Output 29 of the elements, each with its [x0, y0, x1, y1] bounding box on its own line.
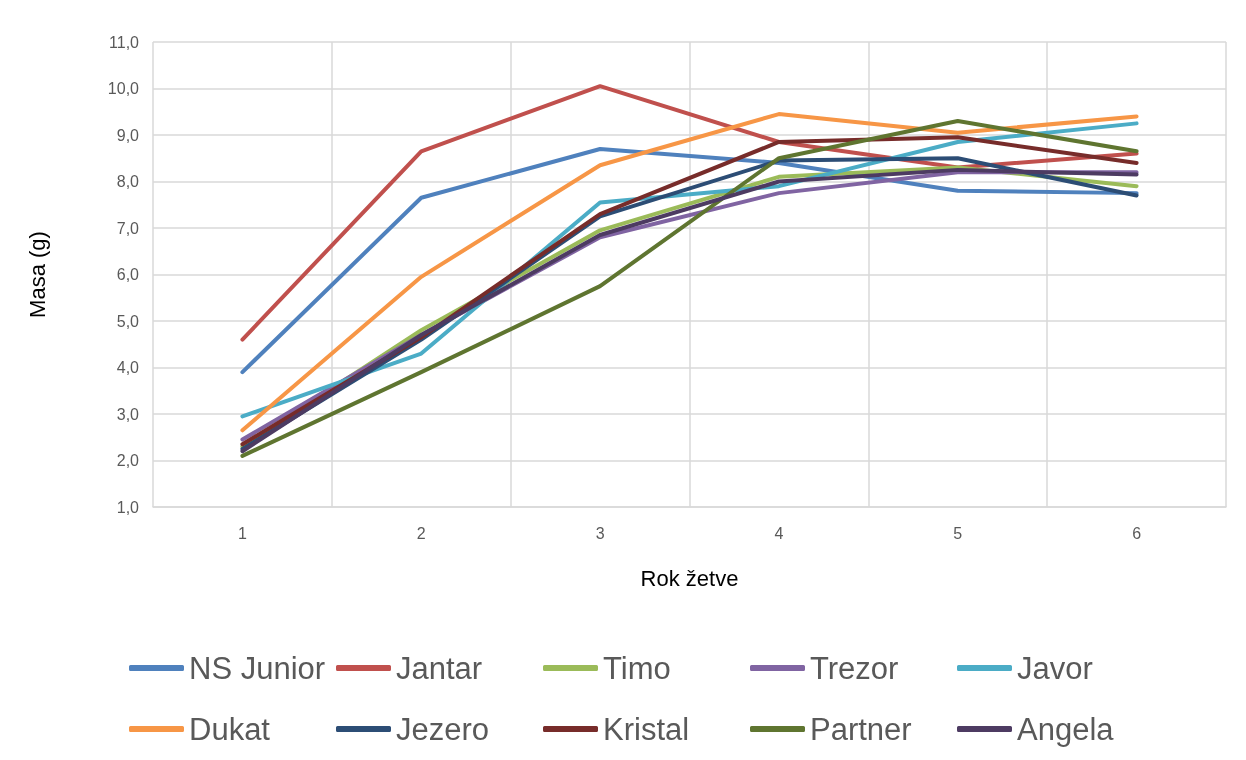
- x-tick-label: 3: [595, 524, 605, 542]
- x-tick-label: 6: [1132, 524, 1142, 542]
- y-tick-label: 10,0: [107, 80, 140, 97]
- y-tick-label: 9,0: [116, 126, 140, 144]
- x-tick-label: 1: [237, 524, 247, 542]
- y-tick-label: 7,0: [116, 219, 140, 237]
- legend-label: NS Junior: [189, 650, 326, 686]
- legend-label: Jezero: [396, 711, 490, 747]
- x-tick-label: 5: [953, 524, 963, 542]
- legend-label: Javor: [1017, 650, 1093, 686]
- x-tick-label: 4: [774, 524, 784, 542]
- y-tick-label: 3,0: [116, 405, 140, 423]
- legend-label: Partner: [810, 711, 912, 747]
- y-tick-label: 8,0: [116, 173, 140, 190]
- legend-label: Kristal: [603, 711, 690, 747]
- y-tick-label: 5,0: [116, 312, 140, 330]
- x-tick-label: 2: [416, 524, 426, 542]
- y-tick-label: 2,0: [116, 452, 140, 469]
- y-tick-label: 6,0: [116, 266, 140, 283]
- x-axis-title: Rok žetve: [640, 565, 739, 591]
- y-tick-label: 1,0: [116, 498, 140, 516]
- legend-label: Jantar: [396, 650, 483, 686]
- legend-label: Angela: [1017, 711, 1115, 747]
- y-tick-label: 11,0: [109, 33, 140, 51]
- y-tick-label: 4,0: [116, 359, 140, 376]
- legend-label: Dukat: [189, 711, 271, 747]
- legend-label: Timo: [603, 650, 671, 686]
- legend-label: Trezor: [810, 650, 899, 686]
- y-axis-title: Masa (g): [24, 231, 50, 318]
